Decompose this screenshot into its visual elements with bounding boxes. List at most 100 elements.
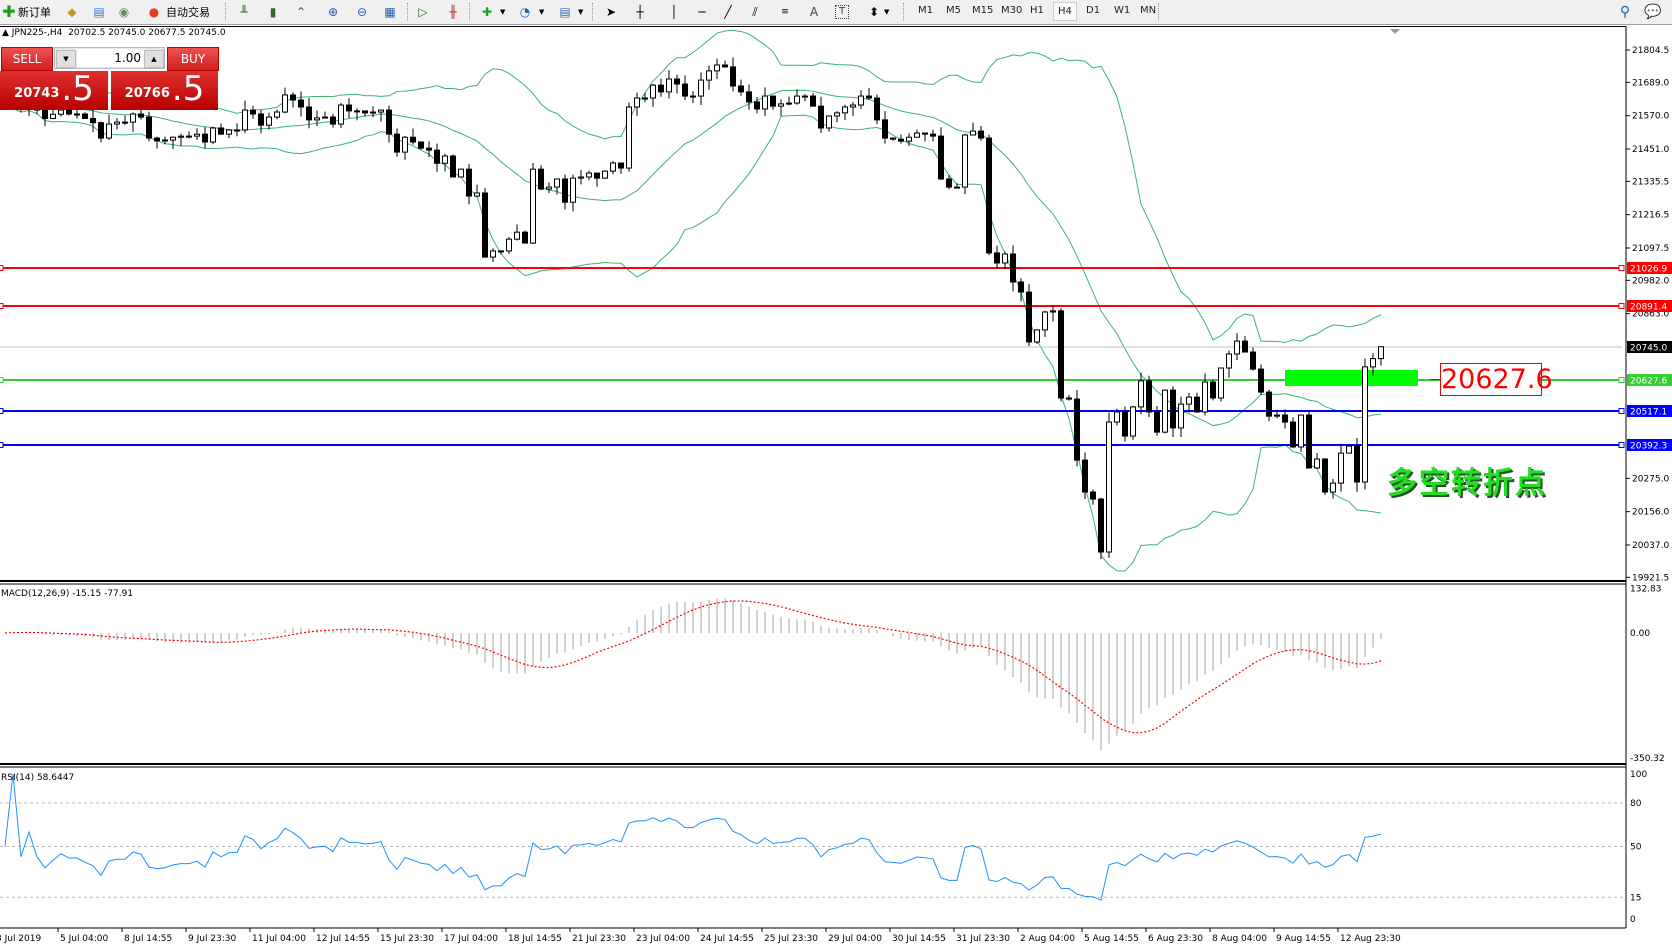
candle[interactable] <box>1106 412 1112 558</box>
candle[interactable] <box>618 162 624 174</box>
candle[interactable] <box>338 102 344 128</box>
candle[interactable] <box>706 65 712 90</box>
tile-windows-button[interactable]: ▦ <box>382 3 398 21</box>
sell-button[interactable]: SELL <box>1 47 53 71</box>
zoom-out-button[interactable]: ⊖ <box>354 3 370 21</box>
chat-button[interactable]: 💬 <box>1644 3 1661 21</box>
candle[interactable] <box>690 91 696 103</box>
timeframe-h1[interactable]: H1 <box>1030 5 1044 16</box>
level-handle[interactable] <box>1618 408 1625 414</box>
pivot-price-label[interactable]: 20627.6 <box>1440 363 1553 396</box>
candle[interactable] <box>426 141 432 157</box>
candle[interactable] <box>970 122 976 136</box>
zoom-in-button[interactable]: ⊕ <box>325 3 341 21</box>
candle[interactable] <box>994 245 1000 268</box>
candle[interactable] <box>1234 333 1240 361</box>
crosshair-button[interactable]: ┼ <box>632 3 648 21</box>
candle[interactable] <box>418 141 424 150</box>
pivot-note-text[interactable]: 多空转折点 <box>1387 466 1547 501</box>
candle[interactable] <box>1378 346 1384 366</box>
candle[interactable] <box>514 224 520 241</box>
level-handle[interactable] <box>0 303 4 309</box>
candle[interactable] <box>626 102 632 172</box>
candle[interactable] <box>218 123 224 136</box>
timeframe-m15[interactable]: M15 <box>972 5 994 16</box>
candle[interactable] <box>898 134 904 144</box>
candle[interactable] <box>642 92 648 103</box>
candle[interactable] <box>322 111 328 119</box>
candle[interactable] <box>778 99 784 116</box>
candle[interactable] <box>314 110 320 127</box>
candle[interactable] <box>306 97 312 129</box>
timeframe-d1[interactable]: D1 <box>1086 5 1101 16</box>
candle[interactable] <box>1210 379 1216 401</box>
candle[interactable] <box>762 87 768 117</box>
candle[interactable] <box>122 115 128 125</box>
candle[interactable] <box>1138 372 1144 415</box>
candle[interactable] <box>1370 353 1376 376</box>
buy-price-button[interactable]: 20766 .5 <box>111 71 218 110</box>
candle[interactable] <box>818 96 824 134</box>
candle[interactable] <box>1098 497 1104 559</box>
candle[interactable] <box>258 109 264 134</box>
candle[interactable] <box>186 131 192 139</box>
candle[interactable] <box>234 123 240 137</box>
equidistant-channel-button[interactable]: ⫽ <box>747 3 763 21</box>
candle[interactable] <box>586 170 592 181</box>
candle[interactable] <box>410 128 416 145</box>
candle[interactable] <box>1258 364 1264 396</box>
candle[interactable] <box>1162 389 1168 434</box>
candle[interactable] <box>562 174 568 210</box>
candle[interactable] <box>1298 414 1304 452</box>
auto-trading-button[interactable]: ● 自动交易 <box>146 3 210 21</box>
candle[interactable] <box>794 89 800 105</box>
vertical-line-button[interactable]: │ <box>666 3 682 21</box>
indicators-dropdown[interactable]: ▼ <box>500 8 506 16</box>
candle[interactable] <box>650 83 656 107</box>
candle[interactable] <box>482 188 488 258</box>
arrows-button[interactable]: ⬍ <box>866 3 882 21</box>
text-label-button[interactable]: T <box>835 3 849 21</box>
text-button[interactable]: A <box>806 3 822 21</box>
candle[interactable] <box>442 153 448 172</box>
candle[interactable] <box>978 125 984 141</box>
candle[interactable] <box>578 169 584 185</box>
periods-dropdown[interactable]: ▼ <box>539 8 545 16</box>
candle[interactable] <box>1362 358 1368 490</box>
volume-input[interactable]: 1.00 <box>77 49 145 67</box>
buy-button[interactable]: BUY <box>167 47 219 71</box>
candle[interactable] <box>570 174 576 212</box>
candle[interactable] <box>250 105 256 119</box>
candle[interactable] <box>266 112 272 130</box>
candle[interactable] <box>634 92 640 116</box>
candle[interactable] <box>746 84 752 110</box>
candle[interactable] <box>274 109 280 120</box>
candle[interactable] <box>1146 375 1152 418</box>
volume-increase-button[interactable]: ▲ <box>144 50 164 68</box>
horizontal-line-button[interactable]: ─ <box>694 3 710 21</box>
pivot-zone-highlight[interactable] <box>1285 370 1418 386</box>
candle[interactable] <box>154 136 160 149</box>
candle[interactable] <box>738 79 744 96</box>
candle[interactable] <box>346 98 352 119</box>
candle[interactable] <box>298 91 304 117</box>
candle[interactable] <box>1090 489 1096 505</box>
candle[interactable] <box>986 134 992 256</box>
candle[interactable] <box>1058 308 1064 402</box>
candle[interactable] <box>1186 392 1192 413</box>
candle[interactable] <box>1018 278 1024 302</box>
candle[interactable] <box>1250 347 1256 371</box>
candle[interactable] <box>106 114 112 140</box>
candle[interactable] <box>786 96 792 106</box>
candle[interactable] <box>1010 245 1016 292</box>
candle[interactable] <box>834 111 840 123</box>
candle[interactable] <box>938 127 944 180</box>
level-handle[interactable] <box>0 377 4 383</box>
candle[interactable] <box>330 113 336 128</box>
candle[interactable] <box>210 126 216 145</box>
candle[interactable] <box>602 170 608 179</box>
timeframe-w1[interactable]: W1 <box>1114 5 1131 16</box>
candle[interactable] <box>802 94 808 102</box>
candle[interactable] <box>1226 350 1232 378</box>
candle[interactable] <box>922 132 928 142</box>
